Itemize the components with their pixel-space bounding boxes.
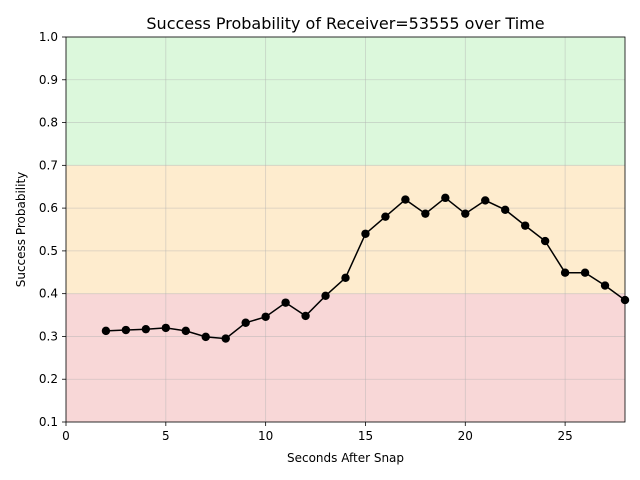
x-tick-label-2: 10: [258, 429, 273, 443]
x-tick-label-1: 5: [162, 429, 170, 443]
y-tick-label-5: 0.6: [39, 201, 58, 215]
grid-lines: [65, 36, 625, 423]
y-tick-label-7: 0.8: [39, 116, 58, 130]
y-axis-ticks: 0.1 0.2 0.3 0.4 0.5 0.6 0.7 0.8 0.9 1.0: [39, 30, 66, 429]
chart-title: Success Probability of Receiver=53555 ov…: [146, 14, 544, 33]
y-tick-label-9: 1.0: [39, 30, 58, 44]
band-2: [66, 37, 625, 166]
series-layer: [101, 193, 630, 343]
data-point-9: [281, 298, 290, 307]
data-point-0: [101, 326, 111, 336]
data-point-20: [501, 205, 510, 215]
data-point-18: [461, 209, 470, 218]
x-axis-ticks: 0 5 10 15 20 25: [62, 422, 573, 443]
x-tick-label-5: 25: [557, 429, 572, 443]
data-point-11: [321, 291, 330, 301]
data-point-13: [361, 229, 370, 238]
y-tick-label-4: 0.5: [39, 244, 58, 258]
plot-frame: [65, 36, 626, 423]
data-point-14: [381, 212, 390, 221]
data-point-15: [401, 195, 410, 204]
data-point-7: [241, 318, 250, 327]
x-tick-label-0: 0: [62, 429, 70, 443]
data-point-21: [520, 221, 530, 230]
x-tick-label-3: 15: [358, 429, 373, 443]
data-point-4: [181, 326, 190, 336]
data-point-6: [221, 334, 230, 343]
data-point-1: [121, 325, 131, 335]
y-tick-label-0: 0.1: [39, 415, 58, 429]
data-point-23: [560, 268, 570, 277]
y-tick-label-8: 0.9: [39, 73, 58, 87]
data-point-5: [201, 332, 210, 342]
data-point-25: [600, 281, 610, 290]
data-point-19: [481, 196, 490, 205]
background-bands: [66, 37, 625, 422]
data-point-22: [540, 236, 550, 246]
data-point-17: [441, 193, 450, 203]
band-0: [66, 293, 625, 422]
x-tick-label-4: 20: [458, 429, 473, 443]
y-axis-label: Success Probability: [14, 172, 28, 288]
x-axis-label: Seconds After Snap: [287, 451, 404, 465]
data-point-10: [301, 311, 310, 321]
data-point-24: [580, 268, 590, 277]
y-tick-label-3: 0.4: [39, 287, 58, 301]
y-tick-label-1: 0.2: [39, 372, 58, 386]
y-tick-label-6: 0.7: [39, 158, 58, 172]
data-point-2: [141, 324, 151, 334]
y-tick-label-2: 0.3: [39, 329, 58, 343]
data-point-12: [341, 273, 350, 283]
band-1: [66, 165, 625, 294]
data-point-3: [161, 323, 171, 333]
data-point-8: [261, 312, 270, 321]
data-point-16: [421, 209, 430, 218]
